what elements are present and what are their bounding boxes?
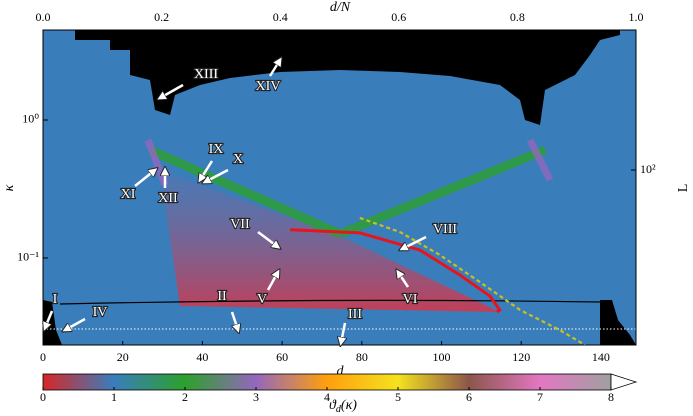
- annotation: XII: [158, 191, 178, 206]
- annotation: IV: [93, 305, 108, 320]
- colorbar-label-symbol: ϑ: [329, 398, 337, 413]
- right-axis-label: L: [676, 184, 691, 193]
- annotation-arrow: [341, 322, 345, 343]
- curves: [290, 216, 586, 345]
- x-tick-label: 100: [433, 350, 451, 364]
- annotation: I: [53, 292, 58, 307]
- green-band: [148, 145, 342, 239]
- colorbar-tick-label: 1: [111, 390, 117, 404]
- shaded-region: [160, 170, 500, 312]
- annotation: II: [217, 289, 227, 304]
- annotation-arrow: [134, 170, 155, 187]
- black-region: [75, 30, 620, 125]
- top-axis-label: d/N: [330, 0, 351, 15]
- colorbar-tick-label: 7: [537, 390, 543, 404]
- colorbar-tick-label: 5: [395, 390, 401, 404]
- annotation-arrow: [266, 272, 278, 291]
- green-band: [338, 145, 547, 239]
- annotation: VI: [403, 292, 418, 307]
- x-tick-label: 20: [117, 350, 129, 364]
- annotation-arrow: [65, 317, 86, 330]
- annotation: VIII: [433, 222, 457, 237]
- right-tick-label: 10²: [640, 162, 656, 176]
- annotation-arrow: [402, 235, 427, 249]
- annotation-arrow: [205, 168, 229, 182]
- annotation: XIII: [194, 67, 218, 82]
- purple-band: [144, 138, 554, 187]
- annotation: V: [257, 292, 267, 307]
- annotation-arrow: [398, 272, 410, 288]
- annotation: XIV: [256, 79, 281, 94]
- annotation: VII: [230, 217, 250, 232]
- top-tick-label: 0.6: [391, 10, 406, 24]
- curve: [290, 228, 502, 314]
- boundary-line: [59, 299, 601, 305]
- annotation: XI: [121, 187, 136, 202]
- annotation: X: [233, 152, 243, 167]
- black-region: [43, 300, 62, 345]
- annotation-arrow: [160, 83, 184, 98]
- colorbar-tick-label: 6: [466, 390, 472, 404]
- colorbar-label-argument: (κ): [341, 398, 357, 413]
- x-tick-label: 60: [276, 350, 288, 364]
- annotation: III: [348, 307, 362, 322]
- black-region: [600, 300, 636, 345]
- annotation-arrow: [268, 60, 280, 77]
- x-tick-label: 40: [196, 350, 208, 364]
- colorbar-tick-label: 8: [608, 390, 614, 404]
- top-tick-label: 0.8: [510, 10, 525, 24]
- y-tick-label: 10⁰: [22, 112, 39, 126]
- annotation: IX: [209, 142, 224, 157]
- colorbar-tick-label: 3: [253, 390, 259, 404]
- x-tick-label: 80: [356, 350, 368, 364]
- top-tick-label: 0.0: [36, 10, 51, 24]
- colorbar-label-subscript: d: [336, 404, 342, 415]
- colorbar-label: ϑd(κ): [329, 398, 357, 415]
- colorbar-tick-label: 4: [324, 390, 330, 404]
- top-tick-label: 0.4: [273, 10, 288, 24]
- top-tick-label: 0.2: [154, 10, 169, 24]
- y-axis-label: κ: [2, 184, 17, 191]
- annotation-arrow: [45, 310, 54, 328]
- x-tick-label: 0: [40, 350, 46, 364]
- top-tick-label: 1.0: [629, 10, 644, 24]
- annotation-arrow: [257, 231, 278, 247]
- y-tick-label: 10⁻¹: [17, 250, 39, 264]
- colorbar-tick-label: 2: [182, 390, 188, 404]
- colorbar-tick-label: 0: [40, 390, 46, 404]
- colorbar-extension: [610, 373, 638, 391]
- heatmap: [43, 30, 636, 345]
- x-tick-label: 140: [592, 350, 610, 364]
- curve: [359, 216, 586, 345]
- x-axis-label: d: [337, 364, 345, 379]
- annotation-arrow: [230, 311, 238, 330]
- x-tick-label: 120: [512, 350, 530, 364]
